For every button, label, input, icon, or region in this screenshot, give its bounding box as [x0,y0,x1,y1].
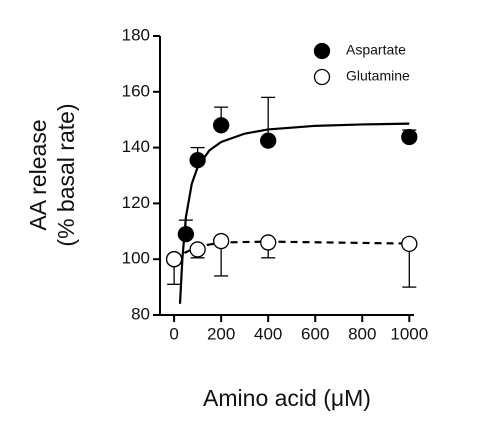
x-tick-label: 800 [348,324,376,343]
fit-line [178,122,410,304]
y-tick-label: 100 [122,249,150,268]
marker [189,152,206,169]
legend-label: Glutamine [346,68,410,84]
marker [165,251,183,268]
y-tick-label: 180 [122,25,150,44]
marker [260,132,277,149]
y-tick-label: 80 [131,304,150,323]
y-axis-title-line: AA release [25,119,51,230]
legend-marker [313,68,331,86]
y-tick-label: 160 [122,81,150,100]
y-axis-title: AA release (% basal rate) [25,103,79,246]
y-tick-label: 120 [122,193,150,212]
marker [212,232,230,250]
marker [260,234,277,251]
marker [177,225,195,243]
marker [401,235,418,253]
y-tick-label: 140 [122,137,150,156]
marker [189,241,206,258]
legend-marker [313,42,331,60]
y-axis-title-line: (% basal rate) [53,103,79,246]
legend-label: Aspartate [346,42,406,58]
x-axis-title: Amino acid (μM) [203,385,371,411]
x-tick-label: 400 [254,324,282,343]
marker [401,128,418,146]
marker [212,117,230,134]
x-tick-label: 600 [301,324,329,343]
x-tick-label: 0 [169,324,178,343]
x-tick-label: 1000 [390,324,428,343]
fit-line [173,240,410,261]
x-tick-label: 200 [207,324,235,343]
